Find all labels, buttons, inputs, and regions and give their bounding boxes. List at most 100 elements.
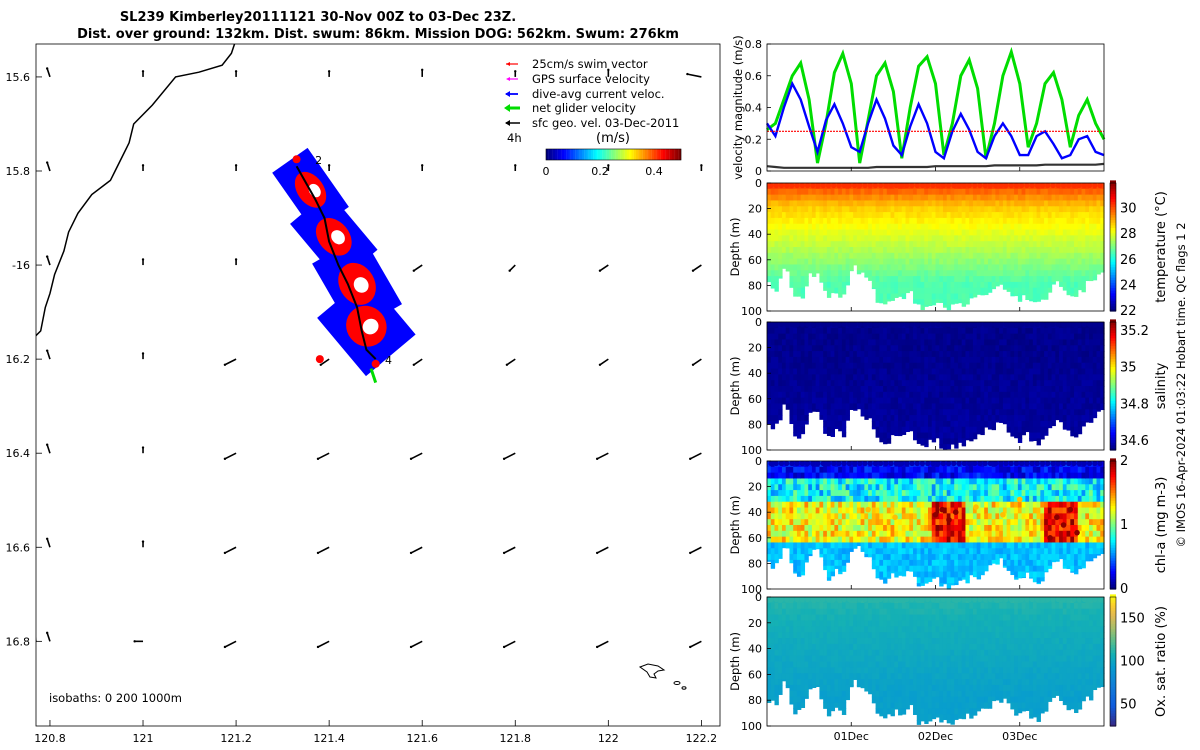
section-cell [939, 554, 944, 561]
sfc-velocity-arrow [224, 358, 237, 366]
surface-sample-dot [1029, 321, 1035, 328]
section-cell [905, 252, 910, 260]
section-cell [804, 536, 809, 544]
section-cell [1055, 356, 1060, 364]
section-cell [834, 501, 839, 509]
section-cell [924, 519, 929, 526]
section-cell [905, 420, 910, 428]
section-cell [819, 241, 824, 248]
section-cell [894, 409, 899, 416]
section-cell [1092, 333, 1098, 341]
colorbar-swatch [581, 149, 585, 160]
section-cell [1062, 415, 1068, 422]
section-cell [1070, 276, 1075, 283]
section-cell [928, 229, 933, 236]
section-cell [916, 188, 922, 196]
section-cell [1047, 368, 1053, 375]
section-cell [1044, 426, 1049, 434]
section-cell [826, 345, 832, 352]
section-cell [901, 484, 907, 491]
section-cell [879, 194, 884, 202]
section-colorbar-swatch [1110, 224, 1116, 229]
section-cell [767, 391, 772, 399]
section-cell [1077, 258, 1083, 266]
section-cell [946, 188, 952, 196]
section-cell [972, 252, 978, 260]
surface-sample-dot [956, 321, 962, 328]
section-cell [1040, 356, 1045, 364]
section-cell [1032, 235, 1038, 242]
section-cell [834, 415, 839, 422]
section-cell [774, 258, 779, 266]
section-cell [931, 490, 937, 497]
section-cell [871, 565, 877, 570]
section-cell [898, 264, 903, 271]
section-colorbar-swatch [1110, 353, 1116, 357]
section-cell [920, 484, 925, 491]
section-cell [1006, 374, 1011, 381]
section-cell [954, 322, 959, 329]
section-cell [965, 391, 970, 399]
section-cell [1006, 327, 1011, 335]
section-cell [778, 380, 783, 387]
section-cell [1017, 276, 1023, 283]
section-cell [774, 501, 779, 509]
section-cell [826, 374, 832, 381]
section-cell [767, 554, 772, 561]
section-cell [999, 415, 1004, 422]
section-cell [1092, 368, 1098, 375]
section-cell [856, 386, 862, 393]
section-cell [1051, 235, 1056, 242]
section-cell [916, 194, 922, 202]
section-cell [961, 194, 967, 202]
section-cell [1047, 397, 1053, 405]
section-cell [1040, 397, 1045, 405]
section-cell [1074, 368, 1079, 375]
section-cell [1081, 235, 1086, 242]
section-cell [1014, 200, 1019, 207]
section-cell [796, 380, 802, 387]
section-cell [830, 466, 835, 474]
section-cell [834, 409, 839, 416]
section-cell [931, 212, 937, 219]
section-cell [1074, 217, 1079, 225]
velocity-y-tick-label: 0.2 [745, 133, 763, 146]
section-cell [778, 339, 783, 346]
section-cell [834, 426, 839, 430]
section-colorbar-swatch [1110, 203, 1116, 208]
section-cell [845, 339, 850, 346]
section-cell [991, 229, 997, 236]
section-cell [913, 432, 918, 439]
section-cell [954, 444, 959, 449]
section-cell [778, 513, 783, 520]
section-cell [849, 345, 854, 352]
section-cell [1092, 235, 1098, 242]
section-cell [860, 235, 865, 242]
section-cell [913, 212, 918, 219]
section-cell [770, 200, 776, 207]
section-cell [1096, 200, 1101, 207]
section-cell [1089, 368, 1094, 375]
section-cell [939, 327, 944, 335]
section-cell [890, 362, 895, 370]
section-cell [995, 247, 1000, 254]
section-cell [875, 293, 880, 300]
section-cell [1055, 258, 1060, 266]
section-cell [1036, 247, 1041, 254]
section-cell [789, 403, 794, 410]
islands [638, 663, 687, 690]
section-cell [1100, 391, 1105, 399]
legend-swim-arrowhead-icon [506, 62, 510, 66]
section-cell [811, 548, 817, 550]
section-cell [1077, 333, 1083, 341]
section-cell [1044, 212, 1049, 219]
surface-sample-dot [1071, 182, 1077, 189]
section-cell [774, 495, 779, 503]
section-cell [965, 241, 970, 248]
section-cell [1070, 264, 1075, 271]
sfc-velocity-arrow [503, 452, 516, 460]
section-cell [909, 374, 914, 381]
section-cell [1070, 293, 1075, 297]
section-cell [950, 206, 955, 213]
section-cell [946, 351, 952, 358]
